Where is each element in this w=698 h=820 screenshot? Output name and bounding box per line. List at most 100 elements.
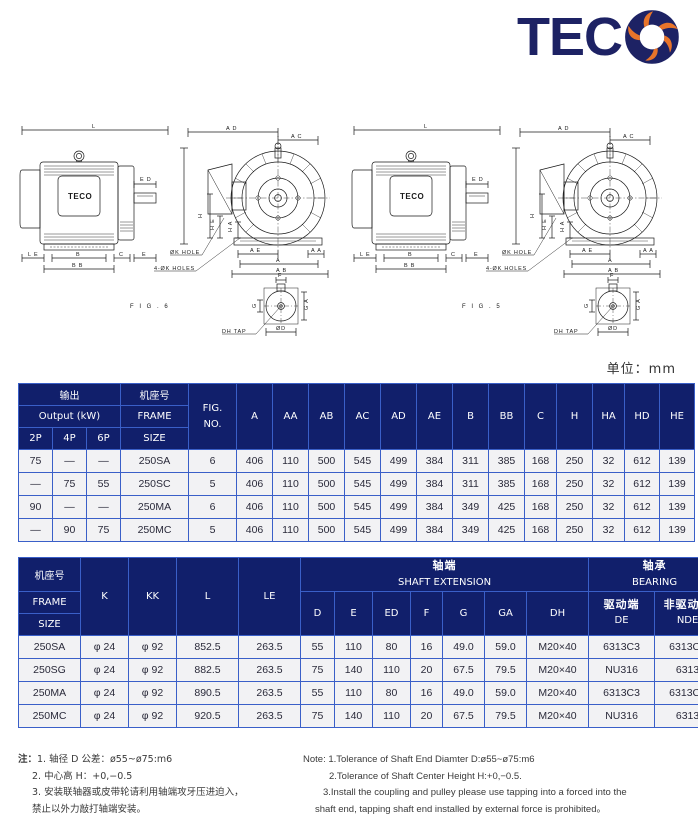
cell-NDE: 6313 (654, 703, 698, 728)
cell-F: 20 (410, 703, 443, 728)
cell-fig: 6 (188, 495, 237, 519)
cell-A: 406 (236, 495, 273, 519)
cell-HA: 32 (592, 472, 625, 496)
cell-4p: — (52, 449, 87, 473)
header-dim-AE: AE (416, 383, 453, 450)
header-frame-cn: 机座号 (120, 383, 189, 406)
svg-text:TECO: TECO (400, 192, 424, 201)
cell-A: 406 (236, 472, 273, 496)
cell-K: φ 24 (80, 634, 129, 659)
cell-frame: 250SA (120, 449, 189, 473)
header-dim-HD: HD (624, 383, 660, 450)
cell-E: 140 (334, 657, 373, 682)
svg-text:F: F (278, 273, 282, 279)
cell-4p: — (52, 495, 87, 519)
dimension-table-2: 机座号 K KK L LE 轴端 SHAFT EXTENSION 轴承 BEAR… (18, 557, 698, 728)
cell-4p: 90 (52, 518, 87, 542)
header2-KK: KK (128, 557, 177, 636)
cell-HE: 139 (659, 449, 695, 473)
note-en-line2: 2.Tolerance of Shaft Center Height H:+0,… (329, 770, 522, 782)
cell-2p: 75 (18, 449, 53, 473)
cell-HD: 612 (624, 495, 660, 519)
table-row: 75 — — 250SA 6 406 110 500 545 499 384 3… (18, 449, 695, 473)
header2-shaft-group: 轴端 SHAFT EXTENSION (299, 557, 590, 592)
cell-2p: — (18, 518, 53, 542)
header-dim-HE: HE (659, 383, 695, 450)
table-row: — 90 75 250MC 5 406 110 500 545 499 384 … (18, 518, 695, 542)
table2-body: 250SA φ 24 φ 92 852.5 263.5 55 110 80 16… (18, 634, 698, 728)
cell-DH: M20×40 (525, 680, 590, 705)
header-dim-B: B (452, 383, 489, 450)
cell-AB: 500 (308, 518, 345, 542)
figure-label-right: F I G . 5 (462, 304, 502, 310)
cell-6p: 75 (86, 518, 121, 542)
cell-HD: 612 (624, 472, 660, 496)
cell-ED: 110 (372, 657, 411, 682)
table-main-dimensions: 输出 机座号 FIG. NO. A AA AB AC AD AE B BB C … (18, 383, 695, 542)
cell-LE: 263.5 (238, 657, 301, 682)
cell-KK: φ 92 (128, 680, 177, 705)
svg-text:A B: A B (276, 268, 287, 274)
cell-DE: NU316 (588, 657, 656, 682)
cell-B: 311 (452, 472, 489, 496)
cell-AD: 499 (380, 495, 417, 519)
footnotes-chinese: 注：1. 轴径 D 公差：ø55~ø75:m6 2. 中心高 H：+0,−0.5… (18, 752, 303, 819)
header2-K: K (80, 557, 129, 636)
svg-text:L E: L E (28, 252, 38, 258)
svg-text:A E: A E (582, 248, 593, 254)
svg-text:A D: A D (558, 126, 569, 132)
svg-text:TECO: TECO (68, 192, 92, 201)
svg-text:L: L (424, 124, 428, 130)
note-en-line4: shaft end, tapping shaft end installed b… (315, 803, 606, 815)
cell-DH: M20×40 (525, 703, 590, 728)
cell-L: 882.5 (176, 657, 239, 682)
header2-LE: LE (238, 557, 301, 636)
cell-D: 75 (300, 703, 335, 728)
svg-text:H E: H E (210, 218, 216, 230)
cell-E: 110 (334, 680, 373, 705)
cell-DE: NU316 (588, 703, 656, 728)
cell-2p: — (18, 472, 53, 496)
cell-A: 406 (236, 449, 273, 473)
note-cn-lead: 注： (18, 754, 38, 765)
header2-GA: GA (484, 590, 527, 636)
svg-text:C: C (119, 252, 124, 258)
cell-E: 140 (334, 703, 373, 728)
cell-frame: 250SC (120, 472, 189, 496)
cell-GA: 79.5 (484, 703, 527, 728)
svg-text:H E: H E (542, 218, 548, 230)
header2-D: D (300, 590, 335, 636)
header2-ED: ED (372, 590, 411, 636)
svg-text:E: E (474, 252, 478, 258)
header2-bearing-nde: 非驱动端 NDE (654, 590, 698, 636)
svg-text:H: H (530, 213, 536, 218)
dh-tap-label-left: DH TAP (222, 329, 246, 335)
svg-text:G A: G A (304, 298, 310, 310)
cell-AE: 384 (416, 449, 453, 473)
motor-dimension-drawings: L TECO (19, 124, 662, 336)
svg-text:G A: G A (636, 298, 642, 310)
svg-text:H A: H A (560, 221, 566, 232)
svg-text:G: G (584, 303, 590, 308)
header-dim-BB: BB (488, 383, 525, 450)
header2-E: E (334, 590, 373, 636)
cell-HA: 32 (592, 495, 625, 519)
svg-text:E D: E D (140, 177, 152, 183)
cell-6p: 55 (86, 472, 121, 496)
cell-frame: 250SA (18, 634, 81, 659)
logo-wordmark: TEC (517, 7, 623, 67)
cell-DE: 6313C3 (588, 634, 656, 659)
cell-2p: 90 (18, 495, 53, 519)
header-output-cn: 输出 (18, 383, 121, 406)
header2-bearing-de: 驱动端 DE (588, 590, 656, 636)
table-row: 250SA φ 24 φ 92 852.5 263.5 55 110 80 16… (18, 634, 698, 659)
header2-DH: DH (525, 590, 590, 636)
cell-AC: 545 (344, 495, 381, 519)
cell-fig: 5 (188, 472, 237, 496)
svg-text:4-ØK HOLES: 4-ØK HOLES (486, 266, 527, 272)
header2-frame-cn: 机座号 (18, 557, 81, 592)
cell-AA: 110 (272, 472, 309, 496)
svg-text:L: L (92, 124, 96, 130)
cell-AE: 384 (416, 495, 453, 519)
cell-D: 55 (300, 634, 335, 659)
